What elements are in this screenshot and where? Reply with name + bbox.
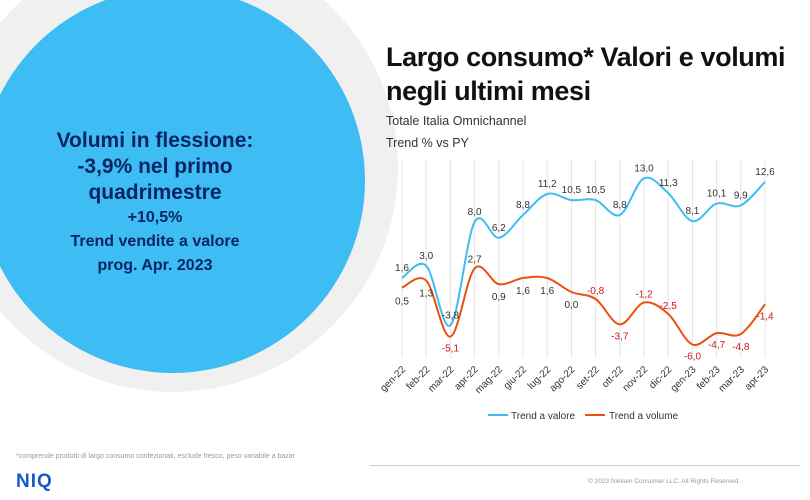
data-label-volume: -4,8 <box>732 342 750 353</box>
period-caption: prog. Apr. 2023 <box>97 257 213 274</box>
data-label-valore: 10,1 <box>707 189 727 200</box>
data-label-volume: 0,5 <box>395 297 409 308</box>
x-tick-label: gen-23 <box>669 364 699 394</box>
period-line: quadrimestre <box>88 181 222 204</box>
data-label-volume: 1,6 <box>516 286 530 297</box>
niq-logo: NIQ <box>16 471 53 492</box>
copyright: © 2023 Nielsen Consumer LLC. All Rights … <box>588 478 741 485</box>
data-label-valore: 8,8 <box>613 200 627 211</box>
legend-label-valore: Trend a valore <box>511 411 576 422</box>
data-label-valore: 13,0 <box>634 163 654 174</box>
data-label-valore: 1,6 <box>395 263 409 274</box>
footnote: *comprende prodotti di largo consumo con… <box>16 453 295 460</box>
highlight-circle <box>0 0 365 373</box>
data-label-volume: 1,3 <box>419 289 433 300</box>
x-tick-label: mag-22 <box>473 364 505 396</box>
data-label-valore: 3,0 <box>419 251 433 262</box>
data-label-volume: -1,2 <box>635 290 653 301</box>
data-label-volume: -3,7 <box>611 331 629 342</box>
footer-divider <box>370 465 800 466</box>
x-tick-label: giu-22 <box>502 364 530 392</box>
series-line-valore <box>401 176 766 327</box>
data-label-valore: 10,5 <box>562 185 582 196</box>
data-label-valore: 11,3 <box>659 178 678 189</box>
title-line-1: Largo consumo* Valori e volumi <box>386 42 786 72</box>
legend-label-volume: Trend a volume <box>609 411 679 422</box>
data-label-valore: 11,2 <box>538 179 557 190</box>
headline: Volumi in flessione: <box>56 129 254 152</box>
data-label-volume: -2,5 <box>660 301 678 312</box>
x-tick-label: gen-22 <box>380 364 408 394</box>
data-label-valore: 6,2 <box>492 223 506 234</box>
trend-label: Trend % vs PY <box>386 136 469 150</box>
highlight-text: Volumi in flessione: -3,9% nel primo qua… <box>30 128 280 278</box>
chart-subtitle: Totale Italia Omnichannel <box>386 114 527 128</box>
data-label-volume: -0,8 <box>587 286 605 297</box>
x-tick-label: nov-22 <box>621 364 651 394</box>
metric-line: -3,9% nel primo <box>77 155 233 178</box>
x-tick-label: apr-23 <box>743 364 772 393</box>
data-label-volume: 1,6 <box>540 286 554 297</box>
x-tick-label: set-22 <box>574 364 602 392</box>
value-caption: Trend vendite a valore <box>70 233 240 250</box>
data-label-volume: 2,7 <box>468 254 482 265</box>
data-label-valore: 8,1 <box>685 206 699 217</box>
data-label-volume: -4,7 <box>708 340 726 351</box>
data-label-volume: -6,0 <box>684 352 702 363</box>
data-label-valore: 8,8 <box>516 200 530 211</box>
data-label-valore: 9,9 <box>734 190 748 201</box>
data-label-valore: 8,0 <box>468 207 482 218</box>
chart-title: Largo consumo* Valori e volumi negli ult… <box>386 40 796 108</box>
value-change: +10,5% <box>127 209 183 226</box>
data-label-valore: 12,6 <box>755 167 775 178</box>
data-label-valore: -3,8 <box>442 310 460 321</box>
x-tick-label: mar-22 <box>426 364 456 394</box>
title-line-2: negli ultimi mesi <box>386 76 591 106</box>
data-label-volume: 0,0 <box>564 300 578 311</box>
data-label-volume: -5,1 <box>442 344 460 355</box>
series-line-volume <box>401 265 766 346</box>
data-label-valore: 10,5 <box>586 185 606 196</box>
data-label-volume: 0,9 <box>492 292 506 303</box>
x-tick-label: mar-23 <box>717 364 747 394</box>
data-label-volume: -1,4 <box>756 311 774 322</box>
line-chart: 1,6 3,0 -3,8 8,0 6,2 8,8 11,2 10,5 10,5 8,8 13,0 11… <box>380 160 775 422</box>
x-tick-label: ago-22 <box>548 364 578 394</box>
